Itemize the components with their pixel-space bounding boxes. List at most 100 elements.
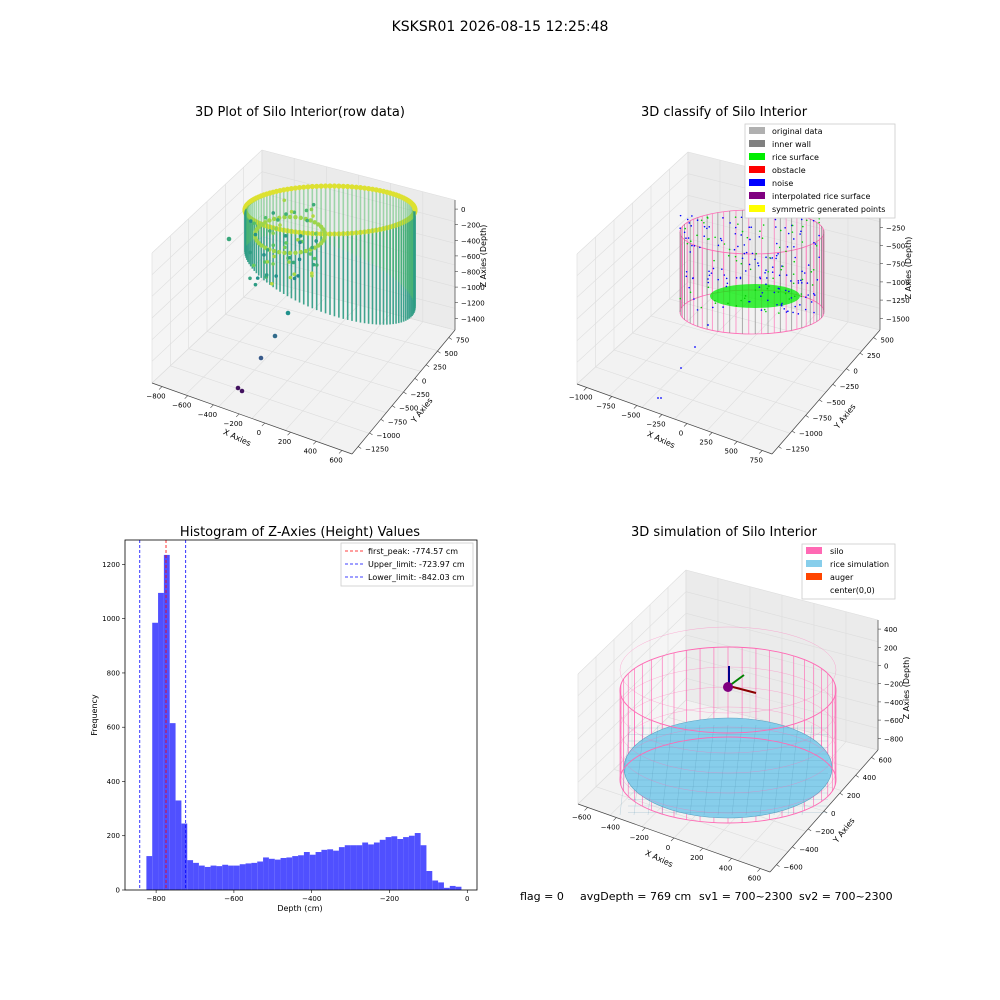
- panel4-z-tick-label: −600: [884, 717, 903, 725]
- panel2-noise-point: [793, 245, 795, 248]
- panel1-surface-point: [311, 214, 315, 218]
- panel3-y-tick-label: 0: [116, 887, 120, 895]
- panel2-noise-point: [708, 238, 710, 240]
- panel2-noise-point: [748, 263, 751, 266]
- panel3-histogram-bar: [327, 849, 334, 890]
- panel3-histogram-bar: [432, 880, 439, 890]
- panel1-surface-point: [278, 223, 282, 227]
- panel3-y-tick-label: 800: [107, 669, 120, 677]
- panel2-noise-point: [714, 302, 717, 304]
- panel4-x-tick-label: −200: [630, 834, 649, 842]
- panel2-noise-point: [735, 277, 738, 279]
- panel4-y-tick-mark: [792, 846, 796, 850]
- panel1-surface-point: [262, 253, 266, 257]
- panel2-noise-point: [685, 270, 688, 273]
- panel3-histogram-bar: [379, 839, 386, 890]
- panel4-silo-ring: [619, 726, 837, 814]
- panel2-legend-swatch: [749, 166, 765, 173]
- panel1-surface-point: [253, 282, 258, 287]
- panel2-noise-point: [805, 296, 807, 299]
- panel3-vertical-lines: [139, 540, 187, 890]
- panel1-surface-point: [311, 202, 316, 207]
- panel2-noise-point: [743, 252, 746, 255]
- panel3-histogram-bar: [298, 855, 304, 890]
- panel2-x-tick-label: 250: [699, 439, 712, 447]
- panel1-inner-ring-point: [322, 229, 327, 235]
- panel2-noise-point: [726, 282, 729, 285]
- panel2-noise-point: [757, 264, 760, 267]
- panel3-histogram-bar: [257, 861, 264, 890]
- panel1-rim-point: [309, 183, 315, 190]
- panel3-histogram-bar: [420, 845, 427, 890]
- panel4-y-tick-mark: [823, 810, 828, 814]
- panel2-noise-point: [693, 244, 696, 247]
- panel2-noise-point: [769, 256, 771, 259]
- panel4-legend-label: center(0,0): [830, 586, 875, 595]
- panel2-noise-point: [759, 276, 761, 279]
- panel1-y-ticks: 750 500 250 0 −250 −500 −750 −1000 −1250: [358, 336, 469, 454]
- panel3-histogram-bar: [152, 622, 159, 890]
- panel4-legend-swatch: [806, 547, 822, 554]
- panel2-noise-point: [779, 229, 782, 232]
- panel2-noise-point: [758, 286, 761, 288]
- panel2-noise-point: [813, 294, 816, 296]
- panel3-y-tick-label: 400: [107, 778, 120, 786]
- panel3-histogram-bar: [344, 845, 351, 890]
- panel4-y-ticks: 600 400 200 0 −200 −400 −600: [776, 756, 892, 872]
- panel2-noise-point: [794, 256, 797, 259]
- panel2-noise-point: [734, 216, 737, 218]
- panel2-noise-point: [786, 246, 789, 248]
- panel1-surface-point: [292, 210, 297, 215]
- panel2-noise-point: [761, 291, 764, 294]
- panel2-noise-point: [763, 308, 766, 311]
- panel3-histogram-bar: [239, 864, 246, 890]
- panel2-noise-point: [746, 236, 749, 239]
- panel1-x-tick-label: 600: [329, 456, 342, 464]
- panel3-histogram-bar: [315, 852, 322, 890]
- panel2-noise-point: [791, 224, 794, 227]
- panel3-histogram-bar: [403, 837, 409, 890]
- panel4-x-tick-label: −600: [572, 813, 591, 821]
- panel1-surface-point: [309, 207, 314, 212]
- panel3-axes-frame: [124, 539, 478, 891]
- panel1-outlier-point: [235, 385, 241, 391]
- panel1-inner-ring-point: [287, 214, 293, 220]
- panel2-noise-point: [740, 299, 742, 302]
- panel2-noise-point: [791, 231, 794, 233]
- panel2-noise-point: [775, 226, 777, 228]
- panel1-inner-ring-point: [316, 222, 321, 227]
- panel2-noise-point: [696, 219, 699, 222]
- panel2-noise-point: [801, 241, 804, 243]
- panel2-y-tick-mark: [805, 415, 809, 418]
- panel1-z-tick-label: 0: [461, 206, 465, 214]
- panel4-silo-and-rice: [619, 626, 837, 824]
- panel2-noise-point: [765, 283, 767, 286]
- panel2-classified-points: [657, 209, 825, 399]
- panel4-auger: [723, 682, 733, 692]
- panel2-rice-surface: [710, 284, 800, 308]
- panel3-histogram-bar: [222, 864, 229, 890]
- panel2-noise-point: [691, 277, 694, 280]
- panel2-noise-point: [794, 305, 797, 308]
- panel2-noise-point: [788, 290, 790, 293]
- panel2-noise-point: [754, 289, 757, 291]
- panel2-noise-point: [744, 295, 747, 297]
- panel1-surface-point: [314, 239, 319, 243]
- panel2-noise-point: [766, 277, 768, 279]
- panel2-noise-point: [768, 285, 770, 287]
- panel2-noise-point: [696, 309, 699, 311]
- panel2-noise-point: [765, 256, 767, 259]
- panel2-x-tick-mark: [658, 414, 663, 418]
- panel3-title: Histogram of Z-Axies (Height) Values: [180, 525, 420, 540]
- panel2-outlier-point: [660, 397, 662, 399]
- panel1-y-tick-label: 250: [433, 364, 446, 372]
- footer-sv1: sv1 = 700~2300: [699, 890, 793, 903]
- panel3-histogram-bar: [368, 844, 374, 890]
- panel1-x-tick-mark: [235, 413, 240, 418]
- panel2-legend-entries: original data inner wall rice surface obsta…: [749, 127, 885, 214]
- panel1-y-tick-mark: [392, 405, 396, 408]
- panel2-z-label: Z Axies (Depth): [904, 237, 913, 300]
- panel1-surface-point: [296, 274, 300, 278]
- panel2-noise-point: [703, 225, 706, 228]
